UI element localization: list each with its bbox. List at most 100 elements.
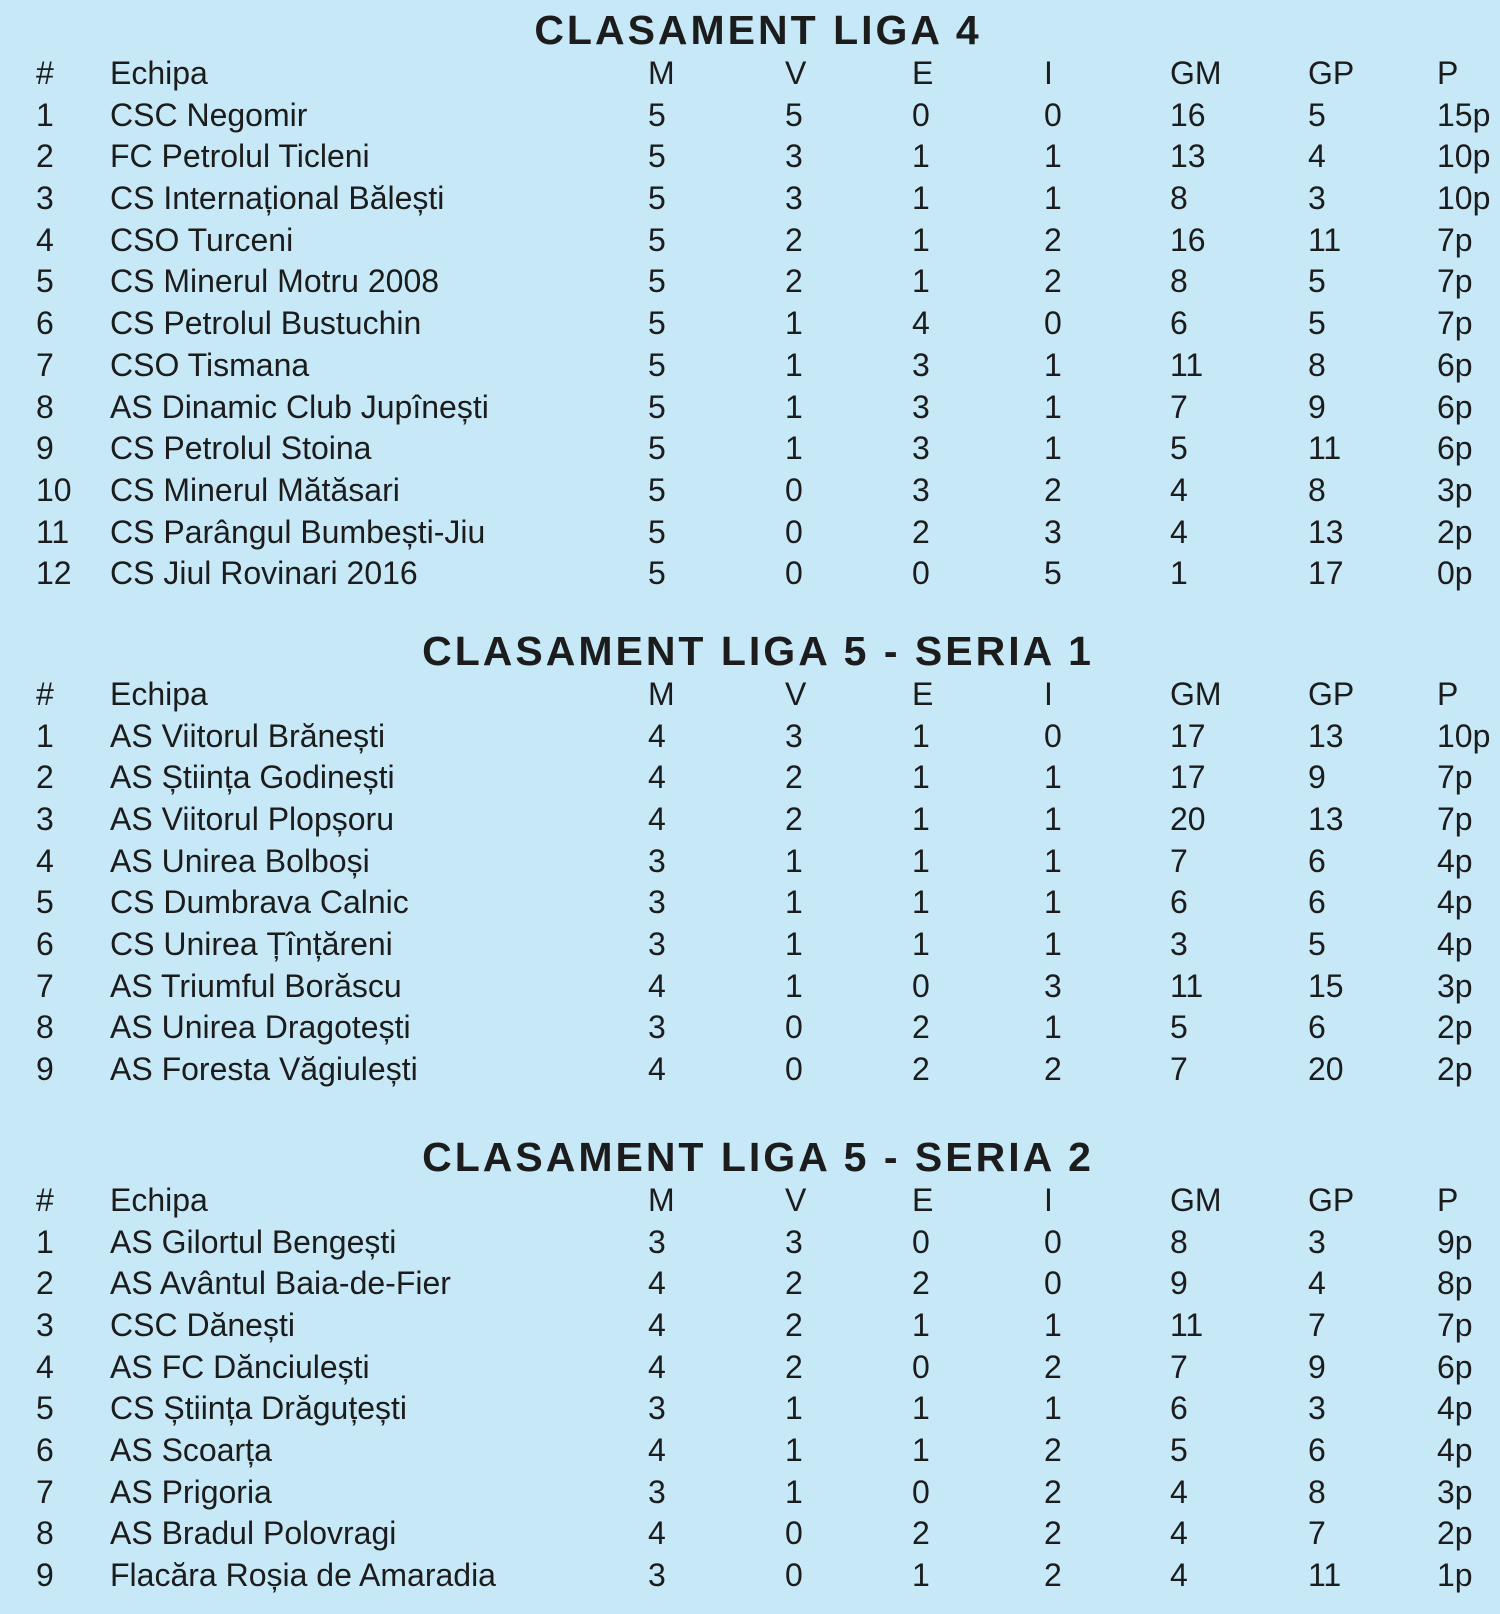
table-row: 6 CS Petrolul Bustuchin 5 1 4 0 6 5 7p <box>0 303 1500 345</box>
cell-m: 3 <box>648 842 666 879</box>
cell-gp: 20 <box>1308 1051 1344 1088</box>
cell-gp: 3 <box>1308 1223 1326 1260</box>
cell-m: 3 <box>648 926 666 963</box>
cell-v: 3 <box>785 1223 803 1260</box>
cell-v: 1 <box>785 305 803 342</box>
cell-gm: 16 <box>1170 96 1206 133</box>
cell-p: 10p <box>1437 180 1491 217</box>
cell-rank: 9 <box>36 1557 54 1593</box>
cell-team: AS Bradul Polovragi <box>110 1515 397 1552</box>
cell-gm: 11 <box>1170 1306 1204 1343</box>
cell-gm: 5 <box>1170 1009 1188 1046</box>
cell-i: 0 <box>1044 717 1062 754</box>
cell-gp: 8 <box>1308 1473 1326 1510</box>
column-header-p: P <box>1437 55 1459 91</box>
cell-gm: 7 <box>1170 1051 1188 1088</box>
cell-p: 3p <box>1437 471 1473 508</box>
cell-rank: 7 <box>36 967 54 1004</box>
cell-v: 0 <box>785 555 803 592</box>
cell-team: AS Știința Godinești <box>110 759 395 796</box>
cell-p: 6p <box>1437 388 1473 425</box>
table-row: 3 CSC Dănești 4 2 1 1 11 7 7p <box>0 1305 1500 1347</box>
cell-i: 2 <box>1044 1051 1062 1088</box>
cell-m: 4 <box>648 1306 666 1343</box>
column-header-team: Echipa <box>110 55 208 91</box>
cell-e: 1 <box>912 1557 930 1593</box>
cell-gp: 7 <box>1308 1515 1326 1552</box>
cell-e: 1 <box>912 759 930 796</box>
cell-i: 1 <box>1044 346 1062 383</box>
table-row: 2 AS Avântul Baia-de-Fier 4 2 2 0 9 4 8p <box>0 1263 1500 1305</box>
cell-e: 1 <box>912 180 930 217</box>
cell-e: 1 <box>912 926 930 963</box>
cell-v: 0 <box>785 1051 803 1088</box>
cell-e: 1 <box>912 884 930 921</box>
cell-gm: 6 <box>1170 1390 1188 1427</box>
cell-gm: 7 <box>1170 1348 1188 1385</box>
cell-gm: 4 <box>1170 1515 1188 1552</box>
cell-rank: 12 <box>36 555 72 592</box>
column-header-m: M <box>648 675 675 712</box>
cell-team: CS Petrolul Stoina <box>110 430 372 467</box>
cell-v: 1 <box>785 967 803 1004</box>
column-header-team: Echipa <box>110 1181 208 1218</box>
cell-rank: 2 <box>36 138 54 175</box>
cell-gm: 7 <box>1170 388 1188 425</box>
column-header-rank: # <box>36 675 54 712</box>
column-header-i: I <box>1044 55 1053 91</box>
cell-i: 1 <box>1044 801 1062 837</box>
cell-p: 6p <box>1437 346 1473 383</box>
cell-gp: 4 <box>1308 1265 1326 1302</box>
table-row: 12 CS Jiul Rovinari 2016 5 0 0 5 1 17 0p <box>0 553 1500 595</box>
cell-gm: 4 <box>1170 471 1188 508</box>
cell-gm: 17 <box>1170 759 1206 796</box>
cell-i: 1 <box>1044 1009 1062 1046</box>
cell-rank: 2 <box>36 1265 54 1302</box>
cell-m: 5 <box>648 388 666 425</box>
cell-e: 1 <box>912 138 930 175</box>
cell-rank: 1 <box>36 1223 54 1260</box>
cell-m: 4 <box>648 1431 666 1468</box>
cell-gm: 11 <box>1170 967 1204 1004</box>
cell-v: 1 <box>785 926 803 963</box>
table-row: 11 CS Parângul Bumbești-Jiu 5 0 2 3 4 13 2p <box>0 512 1500 554</box>
table-row: 8 AS Unirea Dragotești 3 0 2 1 5 6 2p <box>0 1007 1500 1049</box>
cell-p: 1p <box>1437 1557 1473 1593</box>
cell-p: 9p <box>1437 1223 1473 1260</box>
cell-i: 1 <box>1044 1306 1062 1343</box>
cell-e: 1 <box>912 1390 930 1427</box>
column-header-v: V <box>785 675 807 712</box>
cell-v: 0 <box>785 471 803 508</box>
cell-m: 3 <box>648 1390 666 1427</box>
cell-e: 2 <box>912 513 930 550</box>
cell-v: 5 <box>785 96 803 133</box>
cell-p: 10p <box>1437 717 1491 754</box>
cell-rank: 3 <box>36 1306 54 1343</box>
cell-team: AS Triumful Borăscu <box>110 967 402 1004</box>
table-row: 1 AS Viitorul Brănești 4 3 1 0 17 13 10p <box>0 716 1500 758</box>
cell-i: 0 <box>1044 1265 1062 1302</box>
cell-p: 2p <box>1437 1009 1473 1046</box>
cell-e: 1 <box>912 1306 930 1343</box>
cell-m: 4 <box>648 759 666 796</box>
cell-gp: 8 <box>1308 471 1326 508</box>
cell-i: 2 <box>1044 263 1062 300</box>
cell-e: 1 <box>912 717 930 754</box>
cell-e: 2 <box>912 1265 930 1302</box>
cell-m: 4 <box>648 967 666 1004</box>
cell-e: 2 <box>912 1051 930 1088</box>
cell-team: CS Parângul Bumbești-Jiu <box>110 513 486 550</box>
cell-m: 5 <box>648 263 666 300</box>
cell-gp: 5 <box>1308 263 1326 300</box>
cell-m: 5 <box>648 221 666 258</box>
cell-rank: 9 <box>36 430 54 467</box>
cell-m: 5 <box>648 430 666 467</box>
table-header-row: # Echipa M V E I GM GP P <box>0 674 1500 716</box>
column-header-gm: GM <box>1170 1181 1222 1218</box>
cell-gm: 5 <box>1170 1431 1188 1468</box>
cell-team: CS Unirea Țînțăreni <box>110 926 393 963</box>
cell-team: CS Petrolul Bustuchin <box>110 305 422 342</box>
cell-gm: 13 <box>1170 138 1206 175</box>
cell-rank: 5 <box>36 263 54 300</box>
cell-e: 4 <box>912 305 930 342</box>
